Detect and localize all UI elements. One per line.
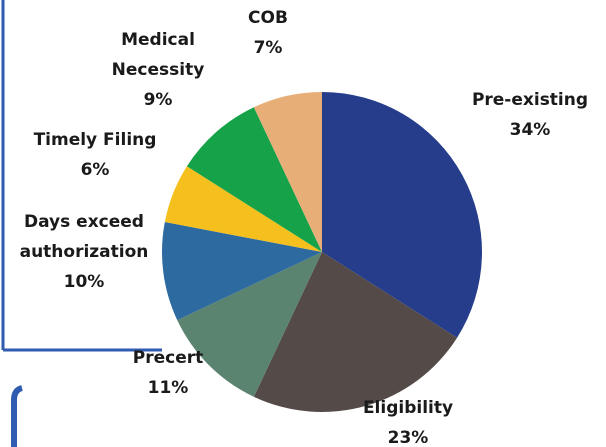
slice-value-label: 9% <box>144 90 173 110</box>
pie-slice <box>164 166 322 252</box>
pie-slice <box>253 252 458 413</box>
slice-label: Days exceed authorization <box>20 212 149 262</box>
slice-value-label: 10% <box>64 272 105 292</box>
slice-label: Timely Filing <box>34 130 157 150</box>
labels: Pre-existing 34% Eligibility 23% Precert 11% D… <box>20 8 588 447</box>
pie-slice <box>162 222 322 321</box>
slice-value-label: 7% <box>254 38 283 58</box>
slice-value-label: 6% <box>81 160 110 180</box>
frame-decoration <box>1 0 162 447</box>
slice-label: Pre-existing <box>472 90 588 110</box>
pie-slice <box>322 92 483 338</box>
slice-label: Eligibility <box>363 398 453 418</box>
slice-label: Medical Necessity <box>112 30 205 80</box>
pie-slice <box>253 92 322 252</box>
pie-slice <box>177 252 322 397</box>
pie <box>162 92 483 413</box>
slice-value-label: 34% <box>510 120 551 140</box>
slice-value-label: 23% <box>388 428 429 447</box>
slice-value-label: 11% <box>148 378 189 398</box>
slice-label: COB <box>248 8 288 28</box>
slice-label: Precert <box>133 348 204 368</box>
pie-slice <box>186 107 322 253</box>
